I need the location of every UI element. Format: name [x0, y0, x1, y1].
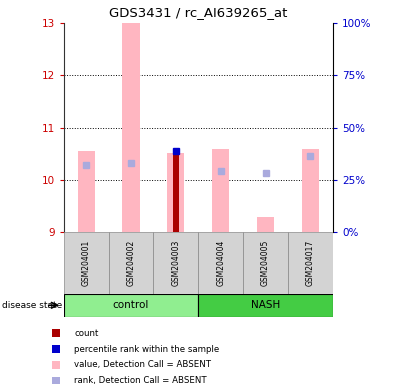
- Bar: [212, 149, 229, 232]
- Bar: [109, 232, 153, 294]
- Title: GDS3431 / rc_AI639265_at: GDS3431 / rc_AI639265_at: [109, 6, 288, 19]
- Text: GSM204003: GSM204003: [171, 240, 180, 286]
- Text: value, Detection Call = ABSENT: value, Detection Call = ABSENT: [74, 361, 211, 369]
- Text: GSM204017: GSM204017: [306, 240, 315, 286]
- Text: count: count: [74, 329, 99, 338]
- Bar: [122, 23, 139, 232]
- Bar: [173, 153, 179, 232]
- Text: disease state: disease state: [2, 301, 62, 310]
- Bar: [153, 232, 198, 294]
- Text: GSM204005: GSM204005: [261, 240, 270, 286]
- Bar: [64, 232, 109, 294]
- Text: control: control: [113, 300, 149, 310]
- Bar: [243, 232, 288, 294]
- Text: NASH: NASH: [251, 300, 280, 310]
- Bar: [302, 149, 319, 232]
- Bar: [199, 294, 333, 317]
- Text: GSM204001: GSM204001: [82, 240, 91, 286]
- Bar: [199, 232, 243, 294]
- Text: rank, Detection Call = ABSENT: rank, Detection Call = ABSENT: [74, 376, 207, 384]
- Text: GSM204002: GSM204002: [127, 240, 136, 286]
- Text: percentile rank within the sample: percentile rank within the sample: [74, 345, 219, 354]
- Bar: [257, 217, 274, 232]
- Bar: [64, 294, 199, 317]
- Bar: [78, 151, 95, 232]
- Bar: [288, 232, 333, 294]
- Text: GSM204004: GSM204004: [216, 240, 225, 286]
- Bar: [167, 153, 185, 232]
